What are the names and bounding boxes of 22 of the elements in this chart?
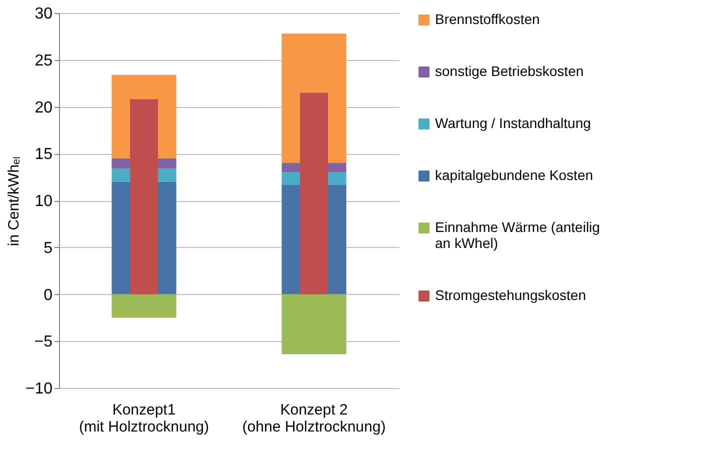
y-tick-label: 20 bbox=[34, 99, 53, 116]
y-tick-label: 10 bbox=[34, 193, 53, 210]
y-axis-title: in Cent/kWhₑₗ bbox=[5, 156, 22, 246]
bar bbox=[282, 294, 346, 354]
x-tick-label: Konzept 2 (ohne Holztrocknung) bbox=[242, 402, 386, 436]
y-tick-label: −10 bbox=[25, 380, 53, 398]
x-tick-label: Konzept1 (mit Holztrocknung) bbox=[78, 402, 210, 436]
y-tick-label: 15 bbox=[34, 146, 53, 164]
y-tick-label: 5 bbox=[44, 240, 53, 257]
y-tick-label: 25 bbox=[34, 52, 53, 70]
y-tick-label: 0 bbox=[44, 286, 53, 304]
legend-label: Stromgestehungskosten bbox=[435, 287, 586, 303]
legend-label: Wartung / Instandhaltung bbox=[435, 115, 591, 131]
bar bbox=[130, 99, 158, 294]
bar bbox=[300, 92, 328, 294]
y-tick-label: −5 bbox=[34, 334, 53, 351]
legend-label: Einnahme Wärme (anteilig an kWhel) bbox=[435, 219, 600, 251]
legend-label: sonstige Betriebskosten bbox=[435, 63, 584, 79]
bar bbox=[112, 294, 176, 318]
legend-label: kapitalgebundene Kosten bbox=[435, 167, 594, 183]
legend-label: Brennstoffkosten bbox=[435, 11, 540, 27]
y-tick-label: 30 bbox=[34, 6, 53, 22]
